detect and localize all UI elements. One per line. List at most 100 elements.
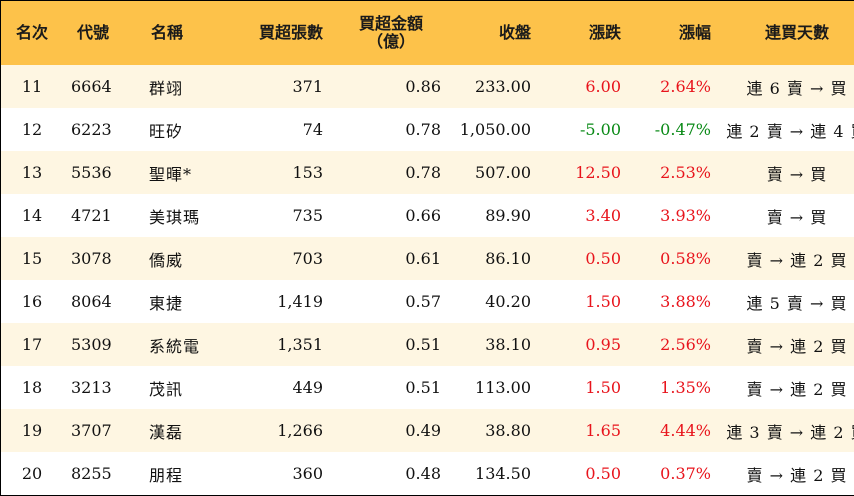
cell-streak: 連 5 賣 → 買 <box>746 293 848 313</box>
cell-code: 3078 <box>71 249 112 268</box>
cell-streak: 連 3 賣 → 連 2 買 <box>726 422 854 442</box>
cell-rank: 12 <box>21 120 43 139</box>
header-net-amount-line1: 買超金額 <box>358 14 423 33</box>
table-row: 11 6664 群翊 371 0.86 233.00 6.00 2.64% 連 6 賣 → 買 <box>1 65 854 108</box>
cell-rank: 18 <box>21 378 43 397</box>
table-row: 17 5309 系統電 1,351 0.51 38.10 0.95 2.56% 賣 → 連 2 … <box>1 323 854 366</box>
cell-rank: 13 <box>21 163 43 182</box>
header-row: 名次 代號 名稱 買超張數 買超金額 （億） 收盤 漲跌 漲幅 連買天數 <box>1 1 854 65</box>
cell-change: 1.50 <box>585 292 621 311</box>
table-row: 16 8064 東捷 1,419 0.57 40.20 1.50 3.88% 連 5 賣 → 買 <box>1 280 854 323</box>
cell-percent: 4.44% <box>660 421 711 440</box>
cell-code: 6223 <box>71 120 112 139</box>
table-header: 名次 代號 名稱 買超張數 買超金額 （億） 收盤 漲跌 漲幅 連買天數 <box>1 1 854 65</box>
cell-rank: 16 <box>21 292 43 311</box>
header-close: 收盤 <box>498 23 531 42</box>
table-row: 13 5536 聖暉* 153 0.78 507.00 12.50 2.53% 賣 → 買 <box>1 151 854 194</box>
cell-net-amount: 0.51 <box>405 335 441 354</box>
cell-rank: 15 <box>21 249 43 268</box>
cell-close: 1,050.00 <box>459 120 531 139</box>
cell-close: 507.00 <box>475 163 531 182</box>
cell-net-amount: 0.57 <box>405 292 441 311</box>
cell-name: 僑威 <box>149 250 184 270</box>
cell-streak: 賣 → 連 2 買 <box>746 336 848 356</box>
cell-code: 4721 <box>71 206 112 225</box>
cell-close: 113.00 <box>475 378 531 397</box>
cell-streak: 賣 → 連 2 買 <box>746 250 848 270</box>
cell-rank: 17 <box>21 335 43 354</box>
cell-net-volume: 153 <box>292 163 323 182</box>
cell-rank: 11 <box>21 77 43 96</box>
cell-net-amount: 0.61 <box>405 249 441 268</box>
cell-net-amount: 0.51 <box>405 378 441 397</box>
cell-change: 0.50 <box>585 249 621 268</box>
cell-net-volume: 74 <box>302 120 323 139</box>
cell-percent: 0.58% <box>660 249 711 268</box>
cell-name: 漢磊 <box>149 422 184 442</box>
cell-code: 6664 <box>71 77 112 96</box>
cell-percent: 1.35% <box>660 378 711 397</box>
cell-name: 系統電 <box>149 336 201 356</box>
cell-change: 3.40 <box>585 206 621 225</box>
cell-rank: 14 <box>21 206 43 225</box>
header-percent: 漲幅 <box>678 23 711 42</box>
cell-streak: 連 6 賣 → 買 <box>746 78 848 98</box>
cell-change: 0.95 <box>585 335 621 354</box>
header-rank: 名次 <box>15 23 48 42</box>
cell-code: 8255 <box>71 464 112 483</box>
cell-close: 38.80 <box>485 421 531 440</box>
cell-close: 40.20 <box>485 292 531 311</box>
cell-percent: 0.37% <box>660 464 711 483</box>
cell-net-volume: 1,351 <box>277 335 323 354</box>
cell-change: 12.50 <box>575 163 621 182</box>
cell-change: 1.65 <box>585 421 621 440</box>
cell-percent: 2.53% <box>660 163 711 182</box>
cell-net-amount: 0.48 <box>405 464 441 483</box>
cell-change: -5.00 <box>579 120 621 139</box>
cell-name: 群翊 <box>149 78 184 98</box>
header-streak: 連買天數 <box>764 23 829 42</box>
cell-net-amount: 0.78 <box>405 120 441 139</box>
cell-percent: 3.93% <box>660 206 711 225</box>
cell-code: 3707 <box>71 421 112 440</box>
cell-net-volume: 1,419 <box>277 292 323 311</box>
cell-code: 5309 <box>71 335 112 354</box>
table-row: 19 3707 漢磊 1,266 0.49 38.80 1.65 4.44% 連 3 賣 → 連… <box>1 409 854 452</box>
header-net-amount-line2: （億） <box>366 32 415 51</box>
cell-streak: 賣 → 買 <box>766 164 828 184</box>
cell-percent: -0.47% <box>654 120 711 139</box>
cell-rank: 20 <box>21 464 43 483</box>
cell-net-amount: 0.78 <box>405 163 441 182</box>
cell-net-volume: 371 <box>292 77 323 96</box>
table-row: 15 3078 僑威 703 0.61 86.10 0.50 0.58% 賣 → 連 2 買 <box>1 237 854 280</box>
cell-percent: 2.56% <box>660 335 711 354</box>
cell-change: 1.50 <box>585 378 621 397</box>
cell-close: 233.00 <box>475 77 531 96</box>
cell-streak: 賣 → 連 2 買 <box>746 379 848 399</box>
cell-name: 美琪瑪 <box>149 207 201 227</box>
cell-net-amount: 0.49 <box>405 421 441 440</box>
table-row: 20 8255 朋程 360 0.48 134.50 0.50 0.37% 賣 → 連 2 買 <box>1 452 854 495</box>
cell-name: 朋程 <box>149 465 184 485</box>
cell-net-volume: 449 <box>292 378 323 397</box>
table-row: 14 4721 美琪瑪 735 0.66 89.90 3.40 3.93% 賣 → 買 <box>1 194 854 237</box>
cell-rank: 19 <box>21 421 43 440</box>
cell-net-volume: 735 <box>292 206 323 225</box>
cell-net-amount: 0.86 <box>405 77 441 96</box>
cell-code: 8064 <box>71 292 112 311</box>
cell-net-volume: 703 <box>292 249 323 268</box>
table-row: 18 3213 茂訊 449 0.51 113.00 1.50 1.35% 賣 → 連 2 買 <box>1 366 854 409</box>
cell-streak: 賣 → 連 2 買 <box>746 465 848 485</box>
cell-percent: 3.88% <box>660 292 711 311</box>
cell-close: 134.50 <box>475 464 531 483</box>
cell-close: 38.10 <box>485 335 531 354</box>
header-net-amount: 買超金額 （億） <box>323 1 441 65</box>
cell-net-volume: 360 <box>292 464 323 483</box>
cell-change: 6.00 <box>585 77 621 96</box>
cell-code: 5536 <box>71 163 112 182</box>
header-code: 代號 <box>77 23 110 42</box>
cell-net-amount: 0.66 <box>405 206 441 225</box>
cell-net-volume: 1,266 <box>277 421 323 440</box>
